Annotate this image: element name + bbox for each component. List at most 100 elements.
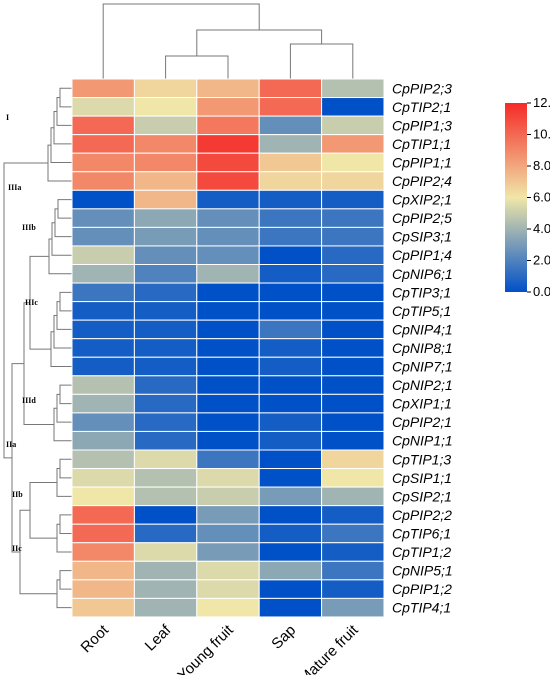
heatmap-cell <box>71 356 135 377</box>
row-label: CpPIP1;2 <box>392 581 452 597</box>
heatmap-cell <box>321 115 385 136</box>
heatmap-cell <box>321 579 385 599</box>
row-label: CpNIP5;1 <box>392 563 453 579</box>
dendrogram-link <box>56 393 72 423</box>
heatmap-cell <box>258 245 323 265</box>
heatmap-cell <box>258 171 323 191</box>
heatmap-cell <box>133 319 198 340</box>
heatmap-cell <box>196 78 260 99</box>
row-label: CpTIP4;1 <box>392 600 451 616</box>
heatmap-cell <box>71 282 135 303</box>
heatmap-cell <box>196 319 260 340</box>
column-label: Leaf <box>142 621 175 654</box>
heatmap-cell <box>196 560 260 581</box>
heatmap-cell <box>71 319 135 340</box>
row-label: CpNIP8;1 <box>392 340 453 356</box>
row-label: CpNIP6;1 <box>392 266 453 282</box>
heatmap-cell <box>196 189 260 210</box>
heatmap-cell <box>321 301 385 321</box>
row-label: CpTIP1;3 <box>392 451 451 467</box>
colorbar-tick-label: 0.00 <box>533 284 550 299</box>
dendrogram-link <box>23 302 54 425</box>
heatmap-cell <box>258 542 323 562</box>
heatmap-cell <box>133 208 198 228</box>
heatmap-cell <box>133 597 198 618</box>
row-label: CpPIP1;1 <box>392 154 452 170</box>
row-label: CpTIP1;2 <box>392 544 451 560</box>
heatmap-cell <box>321 430 385 451</box>
heatmap-cell <box>321 189 385 210</box>
heatmap-cell <box>71 78 135 99</box>
heatmap-cell <box>258 430 323 451</box>
heatmap-cell <box>321 412 385 432</box>
heatmap-cell <box>196 468 260 488</box>
colorbar: 0.00 2.00 4.00 6.00 8.00 10.00 12.00 <box>505 95 550 299</box>
cluster-label: IIc <box>12 544 22 553</box>
heatmap-cell <box>71 245 135 265</box>
heatmap-cell <box>133 78 198 99</box>
heatmap-cell <box>133 115 198 136</box>
colorbar-tick-label: 12.00 <box>533 95 550 110</box>
row-label: CpXIP1;1 <box>392 396 452 412</box>
heatmap-cell <box>71 134 135 154</box>
heatmap-cell <box>71 301 135 321</box>
dendrogram-link <box>57 199 72 219</box>
heatmap-cell <box>71 579 135 599</box>
row-label: CpPIP2;3 <box>392 80 452 96</box>
heatmap-cell <box>258 319 323 340</box>
dendrogram-link <box>56 468 72 497</box>
dendrogram-link <box>56 579 72 609</box>
heatmap-cell <box>71 560 135 581</box>
dendrogram-link <box>59 291 72 312</box>
heatmap-cell <box>321 319 385 340</box>
heatmap-cell <box>71 189 135 210</box>
heatmap-cell <box>196 412 260 432</box>
heatmap-cell <box>258 78 323 99</box>
heatmap-cell <box>133 97 198 117</box>
cluster-label: I <box>6 113 9 122</box>
heatmap-cell <box>258 152 323 173</box>
heatmap-cell <box>196 430 260 451</box>
heatmap-cell <box>321 78 385 99</box>
heatmap-cell <box>133 560 198 581</box>
heatmap-cell <box>71 208 135 228</box>
row-label: CpTIP6;1 <box>392 525 451 541</box>
heatmap-cell <box>258 97 323 117</box>
heatmap-cell <box>258 579 323 599</box>
heatmap-cell <box>133 412 198 432</box>
dendrogram-link <box>289 43 354 79</box>
heatmap-cell <box>258 412 323 432</box>
heatmap-cell <box>196 115 260 136</box>
colorbar-tick-label: 8.00 <box>533 158 550 173</box>
heatmap-cell <box>71 152 135 173</box>
heatmap-cell <box>321 356 385 377</box>
row-label: CpXIP2;1 <box>392 192 452 208</box>
heatmap-cell <box>133 430 198 451</box>
heatmap-cell <box>258 115 323 136</box>
row-label: CpPIP1;3 <box>392 117 452 133</box>
heatmap-cell <box>196 356 260 377</box>
row-label: CpNIP4;1 <box>392 321 453 337</box>
heatmap-cell <box>196 226 260 247</box>
dendrogram-link <box>56 97 72 126</box>
heatmap-cell <box>196 579 260 599</box>
heatmap-cell <box>321 282 385 303</box>
heatmap-cell <box>321 152 385 173</box>
dendrogram-link <box>59 458 72 479</box>
heatmap-cell <box>71 226 135 247</box>
heatmap-cell <box>133 189 198 210</box>
row-label: CpTIP5;1 <box>392 303 451 319</box>
heatmap-cell <box>133 523 198 544</box>
column-label: Mature fruit <box>296 621 362 675</box>
heatmap-cell <box>258 208 323 228</box>
heatmap-cell <box>71 264 135 284</box>
dendrogram-link <box>165 55 229 79</box>
heatmap-cell <box>133 152 198 173</box>
heatmap-cell <box>321 226 385 247</box>
heatmap-cell <box>321 338 385 358</box>
heatmap-cell <box>258 486 323 507</box>
cluster-label: IIIb <box>22 223 36 232</box>
heatmap-cell <box>133 356 198 377</box>
